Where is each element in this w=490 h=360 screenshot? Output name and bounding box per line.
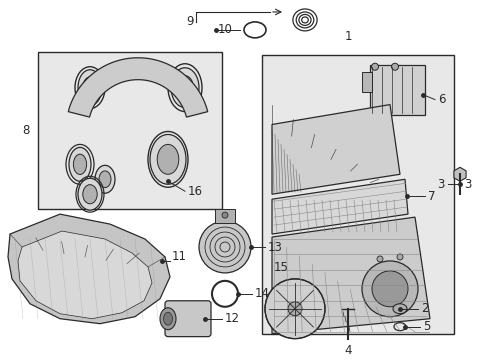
Ellipse shape — [74, 154, 87, 175]
Circle shape — [222, 212, 228, 218]
Text: 8: 8 — [23, 124, 30, 137]
Bar — [38, 52, 222, 209]
Bar — [215, 209, 235, 223]
Ellipse shape — [99, 171, 111, 188]
Ellipse shape — [150, 134, 186, 184]
Text: 10: 10 — [218, 23, 233, 36]
Ellipse shape — [393, 304, 407, 314]
Text: 2: 2 — [421, 302, 428, 315]
Circle shape — [288, 302, 302, 316]
Ellipse shape — [83, 77, 97, 98]
Text: 5: 5 — [423, 320, 430, 333]
Bar — [362, 72, 372, 92]
Circle shape — [377, 256, 383, 262]
Polygon shape — [68, 58, 208, 117]
Polygon shape — [454, 167, 466, 181]
Circle shape — [397, 254, 403, 260]
Polygon shape — [272, 104, 400, 194]
Text: 15: 15 — [273, 261, 289, 274]
Text: 3: 3 — [464, 178, 471, 191]
Polygon shape — [272, 217, 430, 334]
Circle shape — [362, 261, 418, 317]
Text: 9: 9 — [187, 15, 194, 28]
Text: 11: 11 — [172, 251, 187, 264]
Polygon shape — [8, 214, 170, 324]
FancyBboxPatch shape — [165, 301, 211, 337]
Text: 4: 4 — [344, 343, 352, 357]
Ellipse shape — [160, 308, 176, 330]
Ellipse shape — [164, 312, 172, 325]
Ellipse shape — [78, 178, 102, 210]
Polygon shape — [18, 231, 152, 319]
Text: 3: 3 — [438, 178, 445, 191]
Text: 12: 12 — [225, 312, 240, 325]
Text: 13: 13 — [268, 240, 283, 253]
Ellipse shape — [171, 68, 199, 108]
Circle shape — [199, 221, 251, 273]
Ellipse shape — [176, 76, 194, 100]
Circle shape — [265, 279, 325, 339]
Text: 16: 16 — [188, 185, 203, 198]
Bar — [370, 65, 425, 114]
Text: 1: 1 — [344, 30, 352, 43]
Ellipse shape — [157, 144, 179, 174]
Text: 6: 6 — [438, 93, 445, 106]
Ellipse shape — [69, 147, 91, 181]
Circle shape — [392, 63, 398, 70]
Polygon shape — [272, 179, 408, 234]
Circle shape — [371, 63, 378, 70]
Text: 14: 14 — [255, 287, 270, 300]
Ellipse shape — [95, 165, 115, 193]
Bar — [262, 55, 454, 334]
Text: 7: 7 — [428, 190, 436, 203]
Ellipse shape — [83, 185, 97, 204]
Circle shape — [372, 271, 408, 307]
Ellipse shape — [78, 70, 102, 105]
